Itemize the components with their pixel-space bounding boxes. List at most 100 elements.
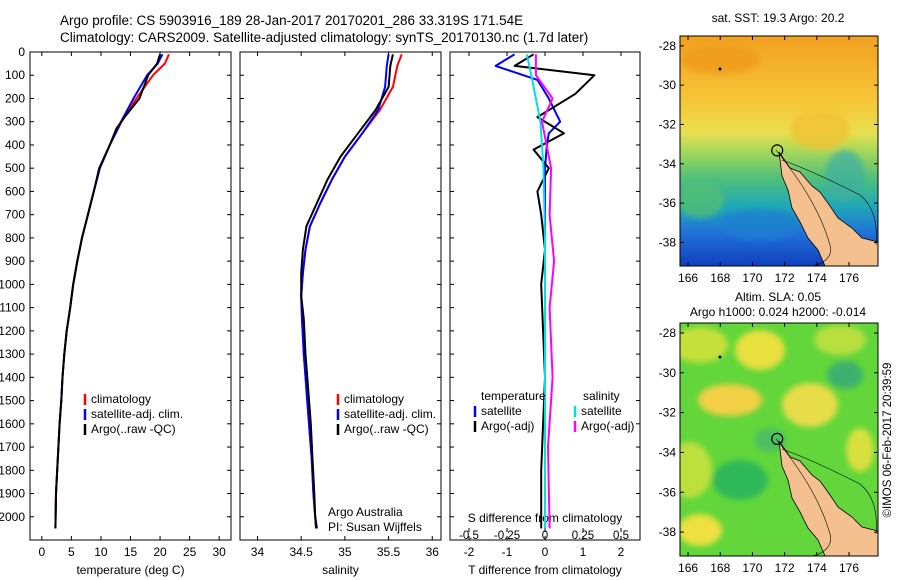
y-tick-label: 1100 <box>0 301 25 315</box>
legend-label: climatology <box>91 392 151 406</box>
legend-label: satellite-adj. clim. <box>91 407 183 421</box>
contributor-line-2: PI: Susan Wijffels <box>328 520 422 534</box>
map-y-tick-label: -34 <box>659 445 677 459</box>
x-tick-label: 10 <box>94 545 108 559</box>
y-tick-label: 1500 <box>0 394 25 408</box>
x-tick-label: 25 <box>183 545 197 559</box>
sla-depth-contour <box>781 448 877 535</box>
x-tick-label: 20 <box>153 545 167 559</box>
sst-map-axes: 166 168 170 172 174 176 -28 -30 -32 -34 -36 -38 <box>659 36 878 285</box>
legend-title-salinity: salinity <box>583 389 620 403</box>
sst-depth-contour <box>781 159 877 246</box>
header-line-1: Argo profile: CS 5903916_189 28-Jan-2017… <box>60 13 523 28</box>
x-axis-label: temperature (deg C) <box>76 563 184 577</box>
temperature-panel: 0100200300400500600700800900100011001200… <box>0 45 232 577</box>
map-y-tick-label: -38 <box>659 235 677 249</box>
map-x-tick-label: 172 <box>775 561 795 575</box>
x-tick-label: -2 <box>464 545 475 559</box>
y-tick-label: 800 <box>5 231 25 245</box>
x-tick-label: 5 <box>68 545 75 559</box>
difference-panel: -2 -1 0 1 2 -0.5 -0.25 0 0.25 0.5 T difference fro… <box>449 51 641 577</box>
y-tick-label: 600 <box>5 184 25 198</box>
map-y-tick-label: -36 <box>659 485 677 499</box>
contributor-line-1: Argo Australia <box>328 505 403 519</box>
map-x-tick-label: 176 <box>839 561 859 575</box>
map-y-tick-label: -32 <box>659 406 677 420</box>
legend-label: Argo(-adj) <box>581 419 634 433</box>
y-tick-label: 1900 <box>0 487 25 501</box>
sla-map-axes: 166 168 170 172 174 176 -28 -30 -32 -34 -36 -38 <box>659 323 878 575</box>
y-tick-label: 900 <box>5 254 25 268</box>
x-tick-label: -1 <box>502 545 513 559</box>
legend-title-temperature: temperature <box>481 389 546 403</box>
series-line-argo-adj- <box>534 54 556 529</box>
x2-tick-label: -0.25 <box>494 530 520 542</box>
map-y-tick-label: -34 <box>659 157 677 171</box>
x-tick-label: 0 <box>38 545 45 559</box>
map-y-tick-label: -30 <box>659 78 677 92</box>
salinity-panel: 34 34.5 35 35.5 36 salinity climatologysatelli… <box>239 51 442 577</box>
sst-float-marker <box>771 144 784 157</box>
y-tick-label: 1000 <box>0 277 25 291</box>
legend-label: satellite <box>581 404 622 418</box>
x-tick-label: 35 <box>338 545 352 559</box>
x2-tick-label: 0 <box>542 530 548 542</box>
legend-label: Argo(..raw -QC) <box>344 422 429 436</box>
x-tick-label: 1 <box>580 545 587 559</box>
sla-float-marker <box>771 432 784 445</box>
map-x-tick-label: 176 <box>839 271 859 285</box>
x-axis-label: salinity <box>322 563 359 577</box>
map-x-tick-label: 170 <box>742 271 762 285</box>
y-tick-label: 300 <box>5 115 25 129</box>
y-tick-label: 1300 <box>0 347 25 361</box>
y-tick-label: 0 <box>18 45 25 59</box>
series-line-argo-raw-qc- <box>300 54 394 529</box>
map-x-tick-label: 168 <box>710 561 730 575</box>
y-tick-label: 1800 <box>0 463 25 477</box>
y-tick-label: 1700 <box>0 440 25 454</box>
map-x-tick-label: 174 <box>807 561 827 575</box>
temperature-profile-frame <box>29 51 232 541</box>
sst-map-title: sat. SST: 19.3 Argo: 20.2 <box>712 11 845 25</box>
legend-label: climatology <box>344 392 404 406</box>
sst-texture <box>680 46 865 240</box>
map-x-tick-label: 170 <box>742 561 762 575</box>
sla-texture <box>680 325 874 546</box>
x-tick-label: 35.5 <box>377 545 401 559</box>
x2-tick-label: 0.25 <box>572 530 594 542</box>
x-tick-label: 34 <box>251 545 265 559</box>
legend-label: Argo(..raw -QC) <box>91 422 176 436</box>
y-tick-label: 700 <box>5 208 25 222</box>
x-tick-label: 34.5 <box>289 545 313 559</box>
map-y-tick-label: -36 <box>659 196 677 210</box>
y-tick-label: 1600 <box>0 417 25 431</box>
map-x-tick-label: 166 <box>678 271 698 285</box>
legend-label: Argo(-adj) <box>481 419 534 433</box>
y-tick-label: 100 <box>5 68 25 82</box>
series-line-argo-raw-qc- <box>54 53 162 529</box>
x-tick-label: 0 <box>542 545 549 559</box>
sea-level-anomaly-map: Altim. SLA: 0.05 Argo h1000: 0.024 h2000… <box>659 290 879 575</box>
sla-map-subtitle: Argo h1000: 0.024 h2000: -0.014 <box>690 305 866 319</box>
x2-tick-label: -0.5 <box>459 530 479 542</box>
y-tick-label: 1200 <box>0 324 25 338</box>
satellite-sst-map: sat. SST: 19.3 Argo: 20.2 166 168 170 172 17… <box>659 11 879 285</box>
y-tick-label: 2000 <box>0 510 25 524</box>
x-tick-label: 2 <box>618 545 625 559</box>
map-y-tick-label: -32 <box>659 117 677 131</box>
x-tick-label: 15 <box>124 545 138 559</box>
sla-map-title: Altim. SLA: 0.05 <box>735 290 821 304</box>
salinity-profile-frame <box>239 51 442 541</box>
y-tick-label: 200 <box>5 91 25 105</box>
map-y-tick-label: -28 <box>659 326 677 340</box>
sst-island <box>718 67 722 71</box>
x-tick-label: 36 <box>426 545 440 559</box>
series-line-satellite <box>525 54 546 529</box>
x-tick-label: 30 <box>212 545 226 559</box>
y-tick-label: 400 <box>5 138 25 152</box>
map-x-tick-label: 168 <box>710 271 730 285</box>
x-axis-label: T difference from climatology <box>468 563 622 577</box>
map-y-tick-label: -30 <box>659 366 677 380</box>
